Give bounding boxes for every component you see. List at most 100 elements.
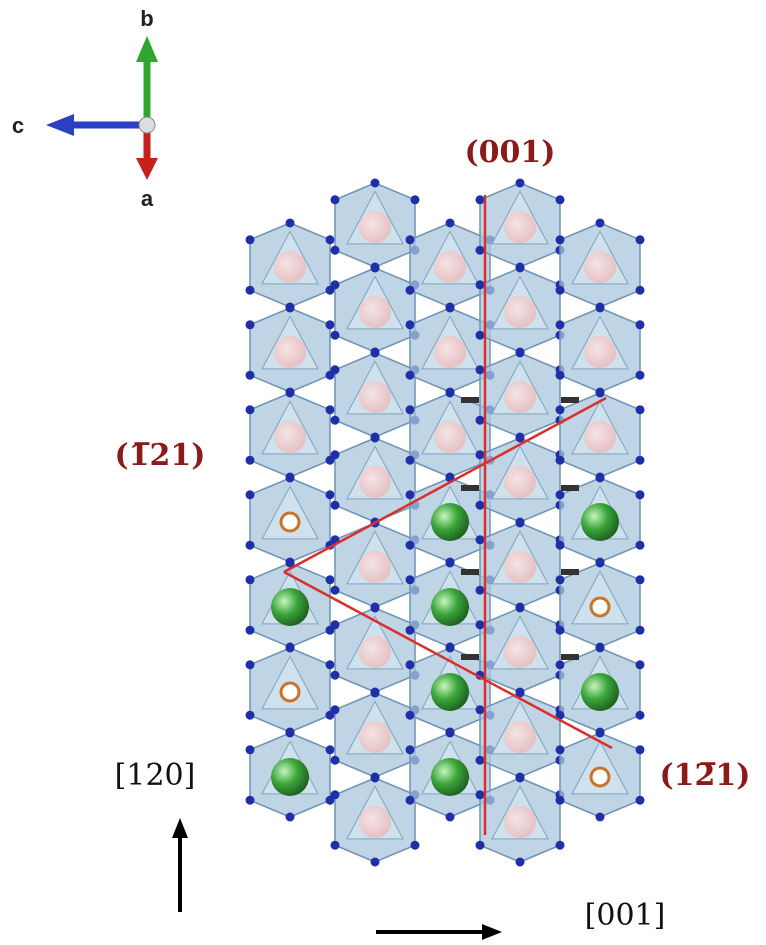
oxygen bbox=[405, 710, 415, 720]
oxygen bbox=[445, 303, 455, 313]
oxygen bbox=[445, 218, 455, 228]
oxygen bbox=[245, 235, 255, 245]
oxygen bbox=[325, 660, 335, 670]
oxygen bbox=[445, 388, 455, 398]
oxygen bbox=[555, 540, 565, 550]
oxygen bbox=[285, 218, 295, 228]
oxygen bbox=[515, 518, 525, 528]
dash bbox=[561, 654, 579, 660]
oxygen bbox=[285, 643, 295, 653]
oxygen bbox=[405, 745, 415, 755]
dash bbox=[461, 397, 479, 403]
cation-small bbox=[589, 766, 611, 788]
cation bbox=[504, 211, 536, 243]
oxygen bbox=[285, 303, 295, 313]
oxygen bbox=[475, 330, 485, 340]
oxygen bbox=[445, 643, 455, 653]
oxygen bbox=[515, 178, 525, 188]
oxygen bbox=[475, 705, 485, 715]
oxygen bbox=[445, 558, 455, 568]
cation bbox=[359, 721, 391, 753]
cation-large bbox=[431, 503, 469, 541]
oxygen bbox=[555, 405, 565, 415]
oxygen bbox=[445, 812, 455, 822]
oxygen bbox=[370, 857, 380, 867]
cation bbox=[359, 551, 391, 583]
oxygen bbox=[325, 490, 335, 500]
oxygen bbox=[515, 773, 525, 783]
oxygen bbox=[555, 660, 565, 670]
oxygen bbox=[405, 625, 415, 635]
oxygen bbox=[245, 710, 255, 720]
oxygen bbox=[475, 280, 485, 290]
oxygen bbox=[555, 795, 565, 805]
oxygen bbox=[245, 320, 255, 330]
oxygen bbox=[475, 840, 485, 850]
cation bbox=[504, 381, 536, 413]
oxygen bbox=[555, 320, 565, 330]
oxygen bbox=[405, 795, 415, 805]
dash bbox=[461, 569, 479, 575]
cation bbox=[359, 806, 391, 838]
cation bbox=[584, 336, 616, 368]
oxygen bbox=[325, 320, 335, 330]
cation bbox=[359, 296, 391, 328]
oxygen bbox=[410, 195, 420, 205]
oxygen bbox=[245, 285, 255, 295]
oxygen bbox=[405, 540, 415, 550]
plane-lines bbox=[283, 195, 613, 835]
direction-arrows bbox=[172, 818, 502, 940]
oxygen bbox=[635, 745, 645, 755]
oxygen bbox=[330, 755, 340, 765]
oxygen bbox=[330, 415, 340, 425]
oxygen bbox=[515, 263, 525, 273]
dash bbox=[561, 397, 579, 403]
oxygen bbox=[245, 745, 255, 755]
cation bbox=[584, 251, 616, 283]
cation bbox=[274, 421, 306, 453]
oxygen bbox=[370, 178, 380, 188]
oxygen bbox=[405, 490, 415, 500]
oxygen bbox=[635, 540, 645, 550]
oxygen bbox=[475, 755, 485, 765]
dash bbox=[561, 569, 579, 575]
axis-a: a bbox=[141, 186, 154, 211]
oxygen bbox=[635, 490, 645, 500]
oxygen bbox=[475, 450, 485, 460]
oxygen bbox=[405, 575, 415, 585]
oxygen bbox=[595, 558, 605, 568]
plane-label: (001) bbox=[464, 135, 555, 170]
oxygen bbox=[635, 405, 645, 415]
oxygen bbox=[245, 490, 255, 500]
cation-small bbox=[279, 681, 301, 703]
oxygen bbox=[595, 728, 605, 738]
oxygen bbox=[405, 455, 415, 465]
cation-large bbox=[431, 673, 469, 711]
oxygen bbox=[515, 603, 525, 613]
oxygen bbox=[330, 840, 340, 850]
oxygen bbox=[370, 773, 380, 783]
oxygen bbox=[245, 575, 255, 585]
oxygen bbox=[330, 330, 340, 340]
oxygen bbox=[405, 660, 415, 670]
oxygen bbox=[285, 388, 295, 398]
direction-label: [120] bbox=[115, 758, 196, 793]
oxygen bbox=[515, 857, 525, 867]
oxygen bbox=[330, 670, 340, 680]
plane-1m21 bbox=[283, 570, 613, 750]
oxygen bbox=[370, 603, 380, 613]
oxygen bbox=[475, 365, 485, 375]
oxygen bbox=[635, 320, 645, 330]
oxygen bbox=[635, 575, 645, 585]
cation bbox=[504, 551, 536, 583]
direction-label: [001] bbox=[585, 898, 666, 933]
cation-large bbox=[431, 758, 469, 796]
oxygen bbox=[555, 370, 565, 380]
cation bbox=[274, 251, 306, 283]
oxygen bbox=[475, 500, 485, 510]
oxygen bbox=[325, 745, 335, 755]
oxygen bbox=[515, 688, 525, 698]
oxygen bbox=[405, 235, 415, 245]
oxygen bbox=[555, 625, 565, 635]
plane-m121 bbox=[283, 396, 607, 574]
